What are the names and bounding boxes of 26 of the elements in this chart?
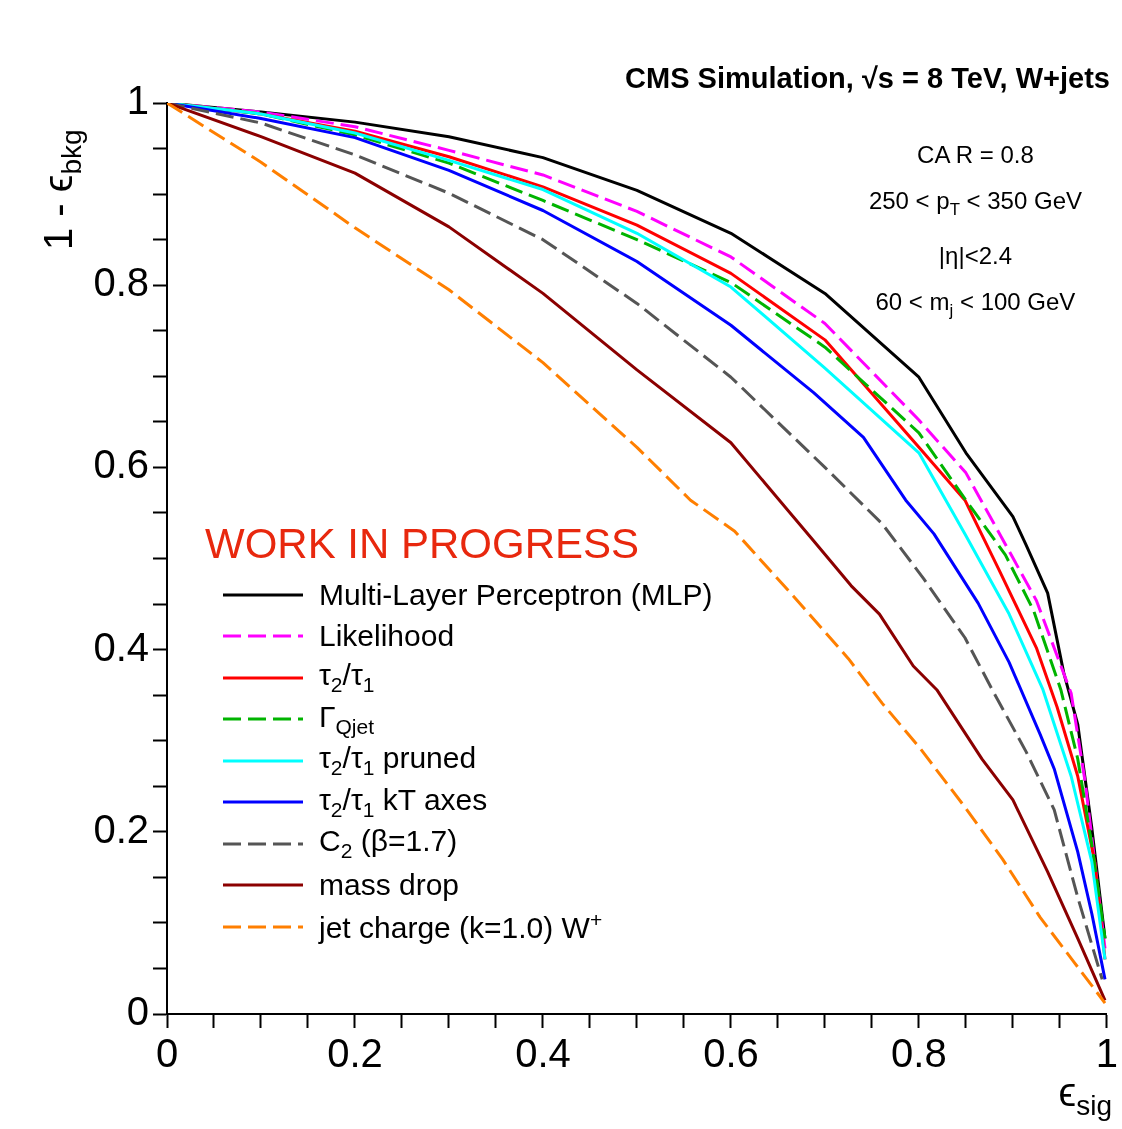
annotation: CA R = 0.8 (916, 140, 1035, 170)
legend-label: Likelihood (319, 619, 455, 654)
x-tick-label: 0 (155, 1031, 179, 1076)
y-tick-label: 0 (126, 989, 149, 1034)
x-tick-label: 0.2 (327, 1031, 383, 1076)
y-tick-label: 0.4 (93, 624, 149, 669)
y-tick-label: 0.2 (93, 806, 149, 851)
legend-label: jet charge (k=1.0) W$^{+}$ (319, 908, 603, 946)
legend-label: Γ$_{Qjet}$ (319, 699, 375, 739)
annotation: |η|<2.4 (937, 240, 1014, 271)
x-tick-label: 0.6 (703, 1031, 759, 1076)
legend-title: WORK IN PROGRESS (205, 520, 641, 568)
annotation: 60 < m$_{j}$ < 100 GeV (874, 286, 1077, 322)
legend-label: τ$_{2}$/τ$_{1}$ kT axes (319, 782, 488, 822)
y-tick-label: 0.8 (93, 260, 149, 305)
y-tick-label: 0.6 (93, 442, 149, 487)
legend-label: mass drop (319, 868, 460, 903)
legend-label: τ$_{2}$/τ$_{1}$ pruned (319, 741, 477, 781)
legend-label: Multi-Layer Perceptron (MLP) (319, 577, 713, 612)
x-tick-label: 0.8 (891, 1031, 947, 1076)
y-tick-label: 1 (126, 78, 149, 123)
x-tick-label: 0.4 (515, 1031, 571, 1076)
chart-title: CMS Simulation, √s = 8 TeV, W+jets (625, 62, 1110, 95)
legend-label: τ$_{2}$/τ$_{1}$ (319, 658, 375, 698)
legend-label: C$_{2}$ (β=1.7) (319, 824, 458, 864)
annotation: 250 < p$_{T}$ < 350 GeV (868, 186, 1082, 221)
